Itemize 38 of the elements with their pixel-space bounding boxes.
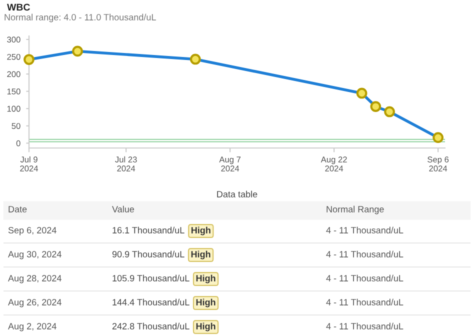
text: 4 - 11 Thousand/uL [326,274,404,282]
y-tick-label: 250 [7,54,20,60]
x-tick-label: Aug 7 2024 [219,156,241,172]
y-tick-label: 200 [7,71,20,78]
x-tick-label: Jul 9 2024 [20,156,38,172]
text: 144.4 Thousand/uL [112,298,190,306]
text: 4 - 11 Thousand/uL [326,322,404,330]
text: Normal Range [326,206,384,214]
text: High [196,274,216,284]
text: 242.8 Thousand/uL [112,322,190,330]
text: High [191,250,210,260]
y-tick-label: 100 [7,106,20,112]
text: 16.1 Thousand/uL [112,226,184,234]
text: 90.9 Thousand/uL [112,250,184,258]
x-tick-label: Jul 23 2024 [115,156,137,172]
text: Value [112,206,134,212]
text: Aug 2, 2024 [8,323,56,332]
text: 105.9 Thousand/uL [112,274,190,282]
text: High [196,298,216,308]
y-tick-label: 150 [7,88,20,94]
text: Aug 30, 2024 [8,251,62,260]
y-tick-label: 0 [16,140,20,146]
text: Aug 28, 2024 [8,275,62,284]
chart-subtitle: Normal range: 4.0 - 11.0 Thousand/uL [4,14,156,22]
x-tick-label: Sep 6 2024 [428,156,449,172]
text: 4 - 11 Thousand/uL [326,226,404,234]
text: Sep 6, 2024 [8,227,56,236]
text: 4 - 11 Thousand/uL [326,298,404,306]
y-tick-label: 300 [7,36,20,43]
text: Date [8,206,27,212]
text: Aug 26, 2024 [8,299,62,308]
text: 4 - 11 Thousand/uL [326,250,404,258]
y-tick-label: 50 [12,123,20,129]
x-tick-label: Aug 22 2024 [320,156,347,172]
text: High [196,322,216,332]
chart-title: WBC [7,4,30,11]
text: Data table [217,190,258,198]
text: High [191,226,210,236]
